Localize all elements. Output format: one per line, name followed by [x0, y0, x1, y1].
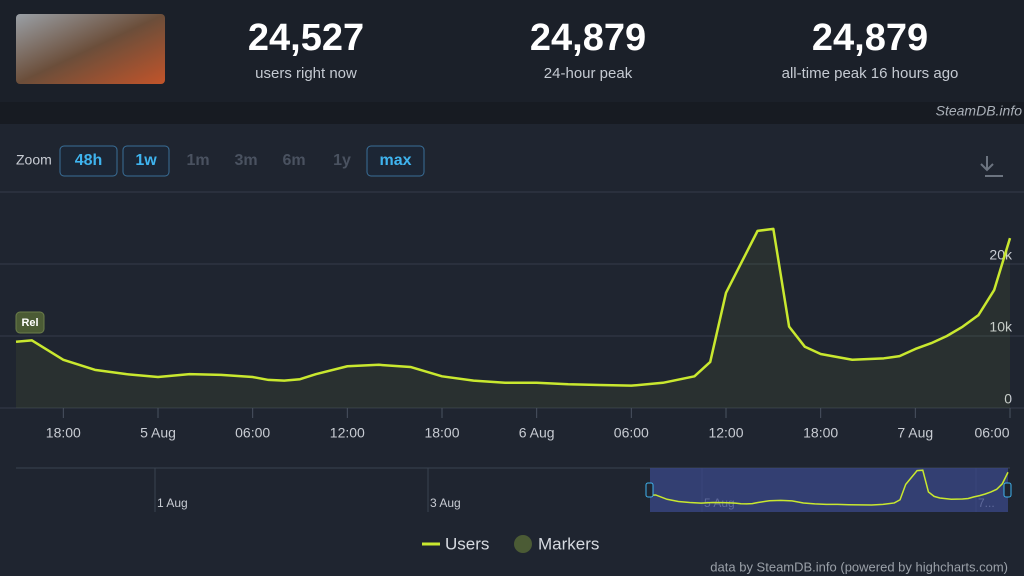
y-tick-label: 0: [1004, 391, 1012, 407]
x-tick-label: 5 Aug: [140, 425, 176, 441]
stat-value: 24,879: [530, 17, 646, 59]
zoom-button-text[interactable]: max: [379, 152, 411, 169]
annotation-flag: [15, 311, 45, 334]
zoom-button[interactable]: 1y: [333, 152, 351, 169]
zoom-button[interactable]: 1w: [122, 145, 170, 177]
zoom-button[interactable]: max: [366, 145, 425, 177]
series-line: [15, 227, 1012, 387]
stat-value: 24,879: [812, 17, 928, 59]
download-icon[interactable]: [980, 156, 1003, 177]
navigator-label: 1 Aug: [157, 496, 188, 510]
x-tick-label: 18:00: [46, 425, 81, 441]
x-tick-label: 6 Aug: [519, 425, 555, 441]
zoom-button-box[interactable]: [122, 145, 170, 177]
navigator-line: [649, 469, 1009, 506]
navigator-handle[interactable]: [645, 482, 654, 498]
legend-label[interactable]: Markers: [538, 534, 599, 553]
series-area: [16, 228, 1010, 408]
zoom-button[interactable]: 3m: [234, 152, 257, 169]
annotation-text: Rel: [21, 317, 38, 329]
zoom-button-text[interactable]: 1m: [186, 152, 209, 169]
zoom-button-text[interactable]: 48h: [75, 152, 103, 169]
zoom-button-text[interactable]: 3m: [234, 152, 257, 169]
zoom-button-text[interactable]: 1y: [333, 152, 351, 169]
x-tick-label: 7 Aug: [897, 425, 933, 441]
zoom-button[interactable]: 48h: [59, 145, 118, 177]
navigator-label: 3 Aug: [430, 496, 461, 510]
x-tick-label: 12:00: [330, 425, 365, 441]
y-tick-label: 10k: [989, 319, 1013, 335]
x-tick-label: 06:00: [614, 425, 649, 441]
source-label: SteamDB.info: [936, 103, 1023, 119]
zoom-button-box[interactable]: [59, 145, 118, 177]
x-tick-label: 18:00: [803, 425, 838, 441]
credits[interactable]: data by SteamDB.info (powered by highcha…: [710, 559, 1008, 574]
zoom-button-box[interactable]: [366, 145, 425, 177]
navigator-selection: [650, 468, 1008, 512]
zoom-button[interactable]: 1m: [186, 152, 209, 169]
x-tick-label: 06:00: [974, 425, 1009, 441]
navigator-handle[interactable]: [1003, 482, 1012, 498]
stat-label: users right now: [255, 65, 357, 82]
stat-label: 24-hour peak: [544, 65, 633, 82]
x-tick-label: 12:00: [708, 425, 743, 441]
game-image: [16, 14, 165, 84]
zoom-button[interactable]: 6m: [282, 152, 305, 169]
legend-marker: [514, 535, 532, 553]
stat-label: all-time peak 16 hours ago: [782, 65, 959, 82]
stat-value: 24,527: [248, 17, 364, 59]
zoom-button-text[interactable]: 1w: [135, 152, 157, 169]
legend-label[interactable]: Users: [445, 534, 489, 553]
x-tick-label: 06:00: [235, 425, 270, 441]
header-bar: [0, 0, 1024, 102]
zoom-button-text[interactable]: 6m: [282, 152, 305, 169]
x-tick-label: 18:00: [424, 425, 459, 441]
zoom-label: Zoom: [16, 152, 52, 168]
